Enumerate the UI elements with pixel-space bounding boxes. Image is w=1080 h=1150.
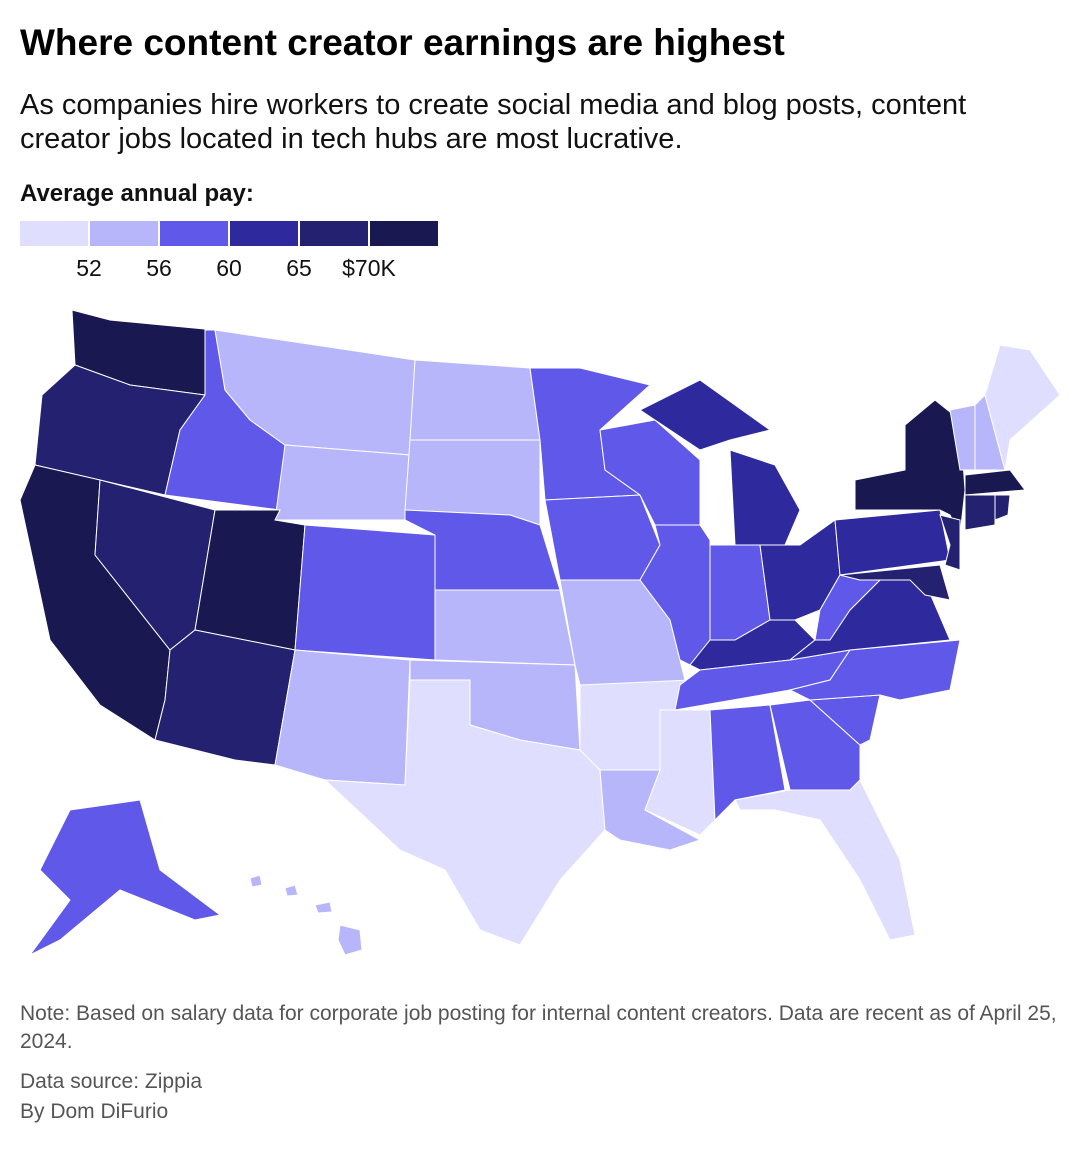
state bbox=[154, 629, 296, 766]
state bbox=[734, 779, 916, 941]
legend-swatch bbox=[160, 221, 228, 246]
note: Note: Based on salary data for corporate… bbox=[20, 1002, 1057, 1053]
title: Where content creator earnings are highe… bbox=[20, 22, 785, 63]
state bbox=[434, 589, 576, 666]
legend-label: 65 bbox=[286, 255, 312, 281]
source: Data source: Zippia bbox=[20, 1070, 203, 1093]
state bbox=[964, 469, 1026, 496]
legend-swatch bbox=[20, 221, 88, 246]
state bbox=[964, 494, 996, 531]
legend-title: Average annual pay: bbox=[20, 180, 254, 207]
state bbox=[984, 344, 1061, 471]
byline: By Dom DiFurio bbox=[20, 1100, 169, 1123]
state bbox=[274, 444, 411, 521]
legend-swatch bbox=[90, 221, 158, 246]
map: 52 56 60 65 $70K bbox=[19, 221, 1061, 956]
state bbox=[294, 524, 436, 661]
state bbox=[994, 494, 1011, 521]
state bbox=[544, 494, 661, 581]
state bbox=[939, 514, 961, 571]
state bbox=[274, 649, 411, 786]
subtitle: As companies hire workers to create soci… bbox=[20, 89, 967, 155]
state bbox=[409, 359, 541, 441]
legend-label: 52 bbox=[76, 255, 102, 281]
legend-label: 56 bbox=[146, 255, 172, 281]
state bbox=[788, 639, 961, 701]
legend-label: $70K bbox=[342, 255, 396, 281]
legend-swatch bbox=[370, 221, 438, 246]
state bbox=[323, 679, 606, 946]
state bbox=[639, 379, 772, 451]
state bbox=[729, 449, 801, 546]
legend-label: 60 bbox=[216, 255, 242, 281]
state bbox=[194, 509, 306, 651]
legend-swatch bbox=[300, 221, 368, 246]
legend-swatch bbox=[230, 221, 298, 246]
state bbox=[639, 524, 711, 666]
state bbox=[29, 799, 222, 956]
state bbox=[839, 564, 951, 601]
state bbox=[249, 874, 363, 956]
